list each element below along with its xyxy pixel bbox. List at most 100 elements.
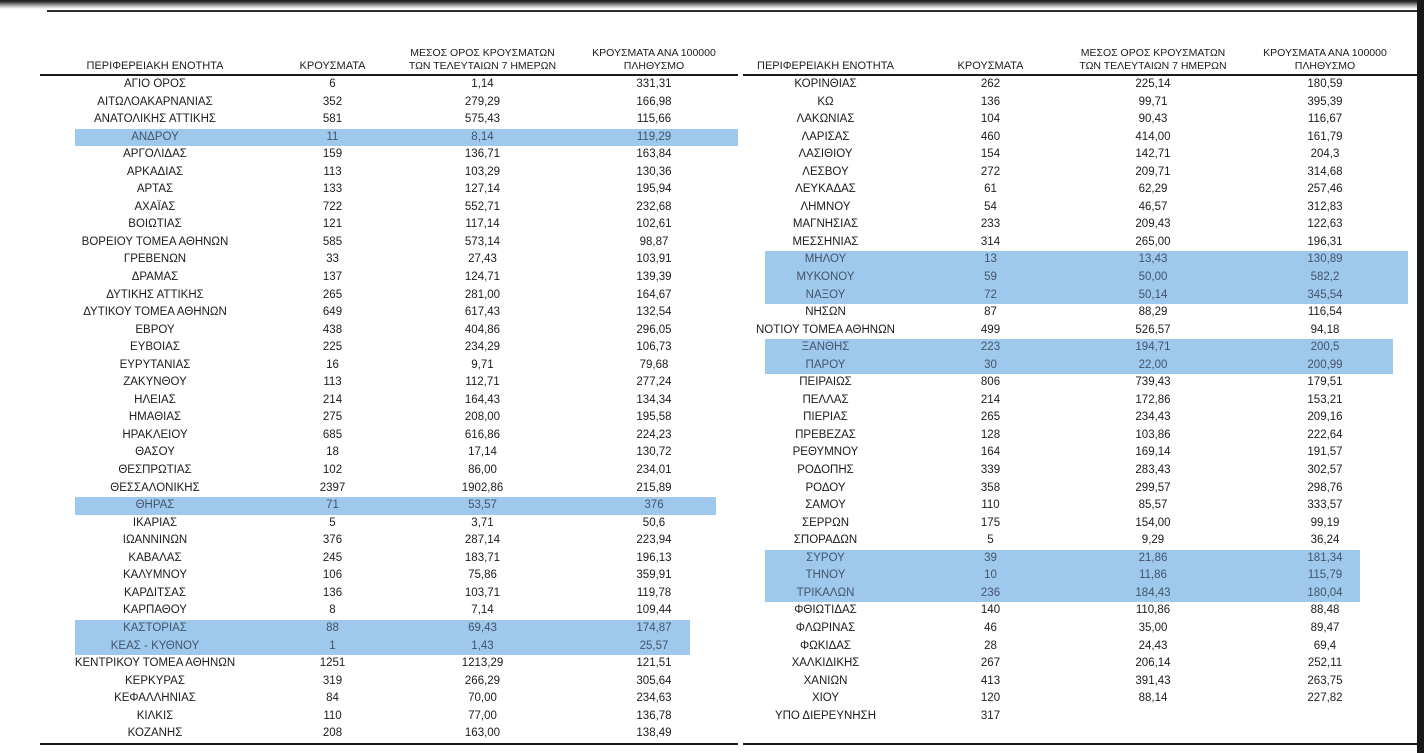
cell-cases: 223: [980, 341, 1001, 354]
cell-cases: 314: [980, 235, 1001, 248]
cell-cases-per-100000: 116,67: [1307, 113, 1343, 126]
window-top-edge: [0, 0, 1424, 9]
cell-cases-per-100000: 88,48: [1310, 604, 1340, 617]
cell-region-name: ΛΕΥΚΑΔΑΣ: [795, 183, 856, 196]
cell-cases-per-100000: 181,34: [1307, 551, 1343, 564]
cell-cases: 110: [323, 709, 342, 722]
cell-region-name: ΣΥΡΟΥ: [806, 551, 845, 564]
cell-region-name: ΘΗΡΑΣ: [135, 499, 175, 512]
cell-region-name: ΛΗΜΝΟΥ: [800, 200, 851, 213]
table-row: ΙΩΑΝΝΙΝΩΝ 376 287,14 223,94: [40, 532, 738, 550]
cell-cases: 275: [322, 411, 343, 424]
cell-7day-average: 404,86: [464, 323, 501, 336]
cell-region-name: ΚΟΡΙΝΘΙΑΣ: [794, 78, 857, 90]
cell-region-name: ΑΡΚΑΔΙΑΣ: [126, 165, 184, 178]
table-row: ΘΑΣΟΥ 18 17,14 130,72: [40, 444, 738, 462]
table-row: ΚΑΒΑΛΑΣ 245 183,71 196,13: [40, 550, 738, 568]
column-header-line: ΤΩΝ ΤΕΛΕΥΤΑΙΩΝ 7 ΗΜΕΡΩΝ: [408, 60, 557, 72]
column-header-2: ΚΡΟΥΣΜΑΤΑ: [270, 60, 395, 74]
table-row: ΠΕΛΛΑΣ 214 172,86 153,21: [743, 392, 1417, 410]
cell-7day-average: 7,14: [471, 604, 494, 617]
cell-cases-per-100000: 122,63: [1307, 218, 1343, 231]
cell-region-name: ΗΛΕΙΑΣ: [134, 393, 176, 406]
regional-cases-table-right: ΠΕΡΙΦΕΡΕΙΑΚΗ ΕΝΟΤΗΤΑ ΚΡΟΥΣΜΑΤΑ ΜΕΣΟΣ ΟΡΟΣ …: [743, 36, 1417, 745]
cell-region-name: ΚΑΡΔΙΤΣΑΣ: [124, 586, 186, 599]
cell-cases-per-100000: 166,98: [636, 95, 672, 108]
cell-cases: 460: [980, 130, 1001, 143]
cell-7day-average: 50,00: [1138, 271, 1168, 284]
cell-cases-per-100000: 200,99: [1307, 358, 1343, 371]
cell-cases: 33: [326, 253, 339, 266]
cell-region-name: ΧΙΟΥ: [811, 692, 840, 705]
cell-cases-per-100000: 200,5: [1310, 341, 1340, 354]
cell-cases-per-100000: 102,61: [636, 218, 672, 231]
table-row: ΠΑΡΟΥ 30 22,00 200,99: [743, 356, 1417, 375]
cell-7day-average: 13,43: [1138, 253, 1168, 266]
table-header-row: ΠΕΡΙΦΕΡΕΙΑΚΗ ΕΝΟΤΗΤΑ ΚΡΟΥΣΜΑΤΑ ΜΕΣΟΣ ΟΡΟΣ …: [743, 36, 1417, 76]
cell-region-name: ΠΙΕΡΙΑΣ: [803, 411, 848, 424]
cell-cases: 121: [322, 218, 343, 231]
cell-cases: 133: [322, 183, 343, 196]
cell-cases: 245: [322, 551, 343, 564]
cell-cases: 2397: [319, 481, 346, 494]
cell-cases: 136: [980, 95, 1001, 108]
cell-region-name: ΚΕΦΑΛΛΗΝΙΑΣ: [114, 692, 196, 705]
table-row: ΒΟΙΩΤΙΑΣ 121 117,14 102,61: [40, 216, 738, 234]
cell-cases: 28: [984, 639, 997, 652]
cell-cases-per-100000: 296,05: [636, 323, 672, 336]
cell-region-name: ΛΑΣΙΘΙΟΥ: [798, 148, 853, 161]
column-header-line: ΚΡΟΥΣΜΑΤΑ ΑΝΑ 100000: [1263, 47, 1387, 59]
cell-cases: 159: [322, 148, 343, 161]
table-row: ΗΛΕΙΑΣ 214 164,43 134,34: [40, 392, 738, 410]
cell-cases-per-100000: 209,16: [1307, 411, 1343, 424]
column-header-3: ΜΕΣΟΣ ΟΡΟΣ ΚΡΟΥΣΜΑΤΩΝ ΤΩΝ ΤΕΛΕΥΤΑΙΩΝ 7 ΗΜ…: [1073, 47, 1233, 74]
column-header-1: ΠΕΡΙΦΕΡΕΙΑΚΗ ΕΝΟΤΗΤΑ: [743, 60, 908, 74]
table-row: ΝΑΞΟΥ 72 50,14 345,54: [743, 286, 1417, 305]
cell-region-name: ΚΑΣΤΟΡΙΑΣ: [123, 621, 187, 634]
table-row: ΞΑΝΘΗΣ 223 194,71 200,5: [743, 339, 1417, 357]
table-row: ΑΝΔΡΟΥ 11 8,14 119,29: [40, 128, 738, 147]
cell-7day-average: 183,71: [464, 551, 501, 564]
table-row: ΚΟΖΑΝΗΣ 208 163,00 138,49: [40, 725, 738, 743]
cell-7day-average: 110,86: [1135, 604, 1171, 617]
table-row: ΗΡΑΚΛΕΙΟΥ 685 616,86 224,23: [40, 427, 738, 445]
table-row: ΤΗΝΟΥ 10 11,86 115,79: [743, 567, 1417, 585]
table-row: ΜΗΛΟΥ 13 13,43 130,89: [743, 251, 1417, 269]
cell-7day-average: 62,29: [1138, 183, 1168, 196]
cell-region-name: ΣΕΡΡΩΝ: [801, 516, 850, 529]
cell-cases: 806: [980, 376, 1001, 389]
cell-7day-average: 85,57: [1138, 499, 1168, 512]
cell-cases-per-100000: 298,76: [1307, 481, 1343, 494]
cell-7day-average: 127,14: [464, 183, 501, 196]
table-row: ΚΑΡΠΑΘΟΥ 8 7,14 109,44: [40, 602, 738, 620]
cell-region-name: ΑΓΙΟ ΟΡΟΣ: [123, 78, 186, 90]
cell-cases-per-100000: 314,68: [1307, 165, 1343, 178]
cell-cases-per-100000: 234,63: [636, 692, 672, 705]
cell-7day-average: 142,71: [1135, 148, 1171, 161]
cell-cases: 104: [980, 113, 1001, 126]
cell-cases-per-100000: 196,13: [636, 551, 672, 564]
table-row: ΠΙΕΡΙΑΣ 265 234,43 209,16: [743, 409, 1417, 427]
table-body: ΚΟΡΙΝΘΙΑΣ 262 225,14 180,59 ΚΩ 136 99,71 395,39…: [743, 76, 1417, 745]
cell-cases: 265: [322, 288, 343, 301]
cell-cases-per-100000: 164,67: [636, 288, 672, 301]
table-row: ΡΕΘΥΜΝΟΥ 164 169,14 191,57: [743, 444, 1417, 462]
cell-cases-per-100000: 215,89: [636, 481, 672, 494]
cell-cases: 106: [322, 569, 343, 582]
cell-7day-average: 112,71: [465, 376, 500, 389]
cell-cases: 358: [980, 481, 1001, 494]
table-row: ΝΗΣΩΝ 87 88,29 116,54: [743, 304, 1417, 322]
cell-cases-per-100000: 227,82: [1307, 692, 1343, 705]
cell-cases-per-100000: 115,79: [1307, 569, 1343, 582]
cell-7day-average: 75,86: [468, 569, 497, 582]
table-row: ΛΑΚΩΝΙΑΣ 104 90,43 116,67: [743, 111, 1417, 129]
cell-cases: 30: [984, 358, 997, 371]
cell-region-name: ΡΟΔΟΠΗΣ: [797, 464, 854, 477]
cell-cases: 102: [322, 464, 343, 477]
cell-cases: 110: [981, 499, 1000, 512]
cell-region-name: ΝΗΣΩΝ: [805, 306, 846, 319]
cell-cases: 120: [980, 692, 1001, 705]
cell-region-name: ΠΡΕΒΕΖΑΣ: [795, 428, 856, 441]
column-header-line: ΜΕΣΟΣ ΟΡΟΣ ΚΡΟΥΣΜΑΤΩΝ: [410, 47, 555, 59]
cell-7day-average: 90,43: [1138, 113, 1168, 126]
